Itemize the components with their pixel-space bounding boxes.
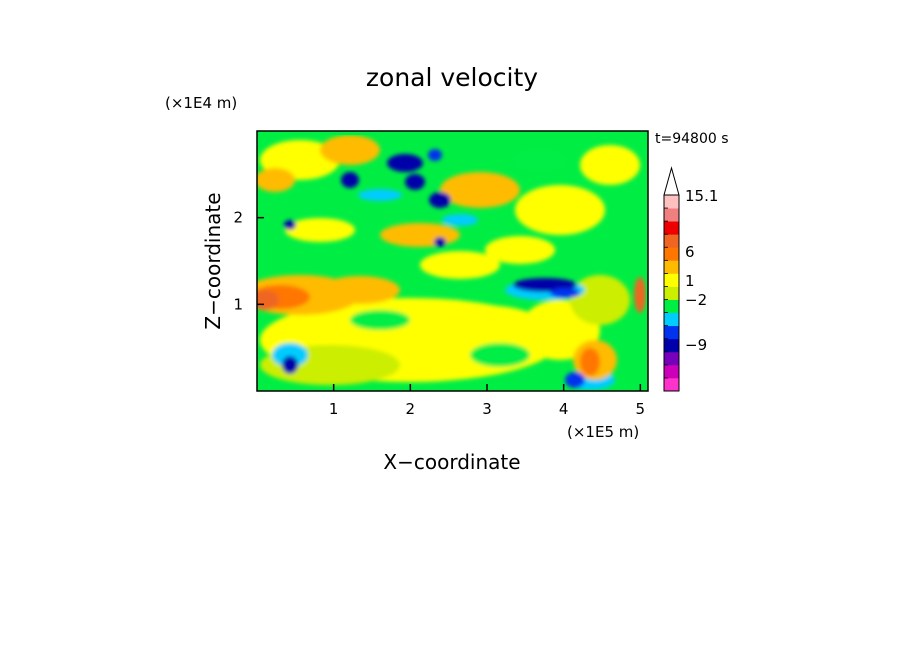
colorbar-swatch — [664, 351, 679, 366]
field-patch — [510, 145, 570, 175]
field-patch — [420, 251, 500, 279]
field-patch — [434, 237, 446, 247]
field-patch — [470, 343, 530, 367]
colorbar-swatch — [664, 273, 679, 287]
x-tick-label: 3 — [482, 400, 492, 418]
colorbar-swatch — [664, 221, 679, 235]
colorbar-label: −2 — [685, 291, 707, 309]
x-axis-ticks: 1 2 3 4 5 — [329, 384, 645, 418]
field-patch — [515, 185, 605, 235]
field-patch — [580, 348, 600, 376]
y-axis-label: Z−coordinate — [201, 192, 225, 329]
colorbar-label: −9 — [685, 336, 707, 354]
field-patch — [320, 135, 380, 165]
field-patch — [341, 172, 359, 188]
field-patch — [440, 172, 520, 208]
field-patch — [257, 290, 279, 310]
colorbar-swatch — [664, 234, 679, 248]
field-patch — [565, 372, 585, 388]
field-patch — [272, 343, 308, 367]
field-patch — [429, 192, 451, 208]
colorbar-extension-arrow — [663, 166, 680, 196]
colorbar-label: 6 — [685, 243, 695, 261]
field-patch — [580, 145, 640, 185]
colorbar-swatch — [664, 286, 679, 300]
colorbar-swatch — [664, 338, 679, 353]
field-patch — [282, 356, 298, 374]
y-tick-label: 1 — [233, 295, 243, 313]
y-axis-unit: (×1E4 m) — [165, 94, 237, 112]
colorbar-swatch — [664, 299, 679, 313]
field-patch — [358, 189, 402, 201]
chart-title: zonal velocity — [366, 63, 538, 92]
x-tick-label: 4 — [559, 400, 569, 418]
contour-field — [257, 131, 648, 391]
field-patch — [405, 174, 425, 190]
x-tick-label: 1 — [329, 400, 339, 418]
x-axis-label: X−coordinate — [383, 450, 520, 474]
colorbar-swatch — [664, 260, 679, 274]
colorbar-swatch — [664, 195, 679, 209]
field-patch — [350, 310, 410, 330]
x-tick-label: 2 — [406, 400, 416, 418]
field-patch — [284, 220, 296, 230]
field-patch — [485, 236, 555, 264]
y-axis-ticks: 12 — [233, 209, 264, 313]
colorbar-label: 15.1 — [685, 187, 718, 205]
colorbar-label: 1 — [685, 272, 695, 290]
colorbar-swatch — [664, 364, 679, 379]
x-tick-label: 5 — [636, 400, 646, 418]
field-patch — [428, 149, 442, 161]
field-patch — [387, 154, 423, 172]
colorbar: 15.1 6 1−2 −9 — [663, 166, 718, 392]
field-patch — [380, 223, 460, 247]
x-axis-unit: (×1E5 m) — [567, 423, 639, 441]
field-patch — [442, 214, 478, 226]
y-tick-label: 2 — [233, 209, 243, 227]
colorbar-swatch — [664, 377, 679, 392]
field-patch — [285, 218, 355, 242]
field-patch — [257, 168, 295, 192]
field-patch — [410, 305, 550, 355]
field-patch — [634, 277, 646, 313]
field-patch — [550, 288, 580, 298]
colorbar-swatch — [664, 312, 679, 327]
colorbar-frame — [663, 194, 680, 392]
time-label: t=94800 s — [655, 131, 729, 147]
colorbar-swatch — [664, 325, 679, 340]
colorbar-swatch — [664, 247, 679, 261]
field-patch — [570, 275, 630, 325]
colorbar-swatch — [664, 208, 679, 222]
plot-frame — [256, 130, 649, 392]
field-patch — [320, 276, 400, 304]
